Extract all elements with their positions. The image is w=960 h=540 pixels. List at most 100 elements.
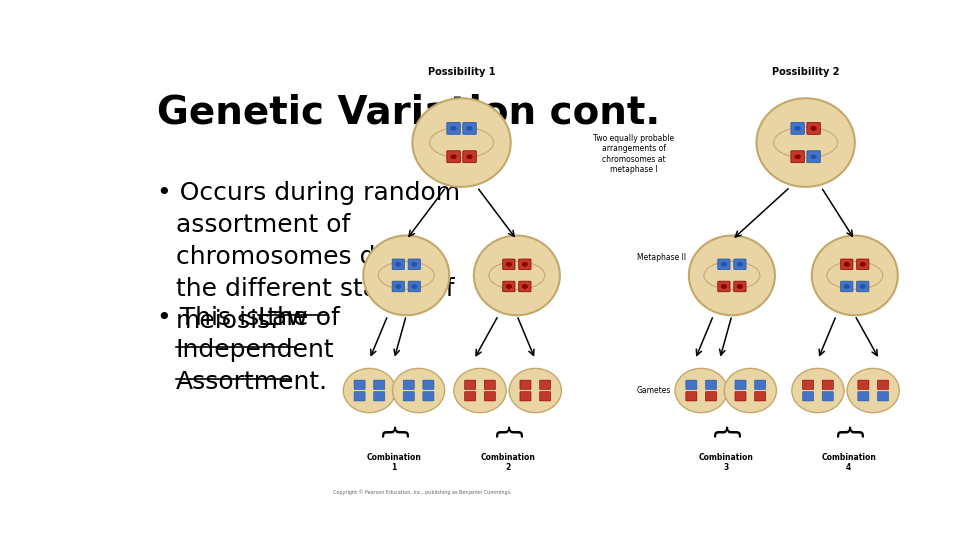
- Ellipse shape: [847, 368, 900, 413]
- FancyBboxPatch shape: [484, 380, 495, 389]
- FancyBboxPatch shape: [718, 259, 730, 269]
- FancyBboxPatch shape: [858, 392, 869, 401]
- FancyBboxPatch shape: [841, 281, 852, 292]
- Circle shape: [468, 155, 472, 158]
- Circle shape: [507, 262, 512, 266]
- FancyBboxPatch shape: [685, 380, 697, 389]
- FancyBboxPatch shape: [822, 392, 833, 401]
- Circle shape: [845, 262, 850, 266]
- FancyBboxPatch shape: [803, 380, 814, 389]
- Ellipse shape: [724, 368, 777, 413]
- Text: Combination
2: Combination 2: [480, 453, 535, 472]
- Text: Combination
4: Combination 4: [821, 453, 876, 472]
- Ellipse shape: [509, 368, 562, 413]
- FancyBboxPatch shape: [520, 380, 531, 389]
- FancyBboxPatch shape: [806, 151, 821, 163]
- FancyBboxPatch shape: [755, 392, 766, 401]
- Ellipse shape: [344, 368, 396, 413]
- FancyBboxPatch shape: [735, 392, 746, 401]
- FancyBboxPatch shape: [685, 392, 697, 401]
- Text: Two equally probable
arrangements of
chromosomes at
metaphase I: Two equally probable arrangements of chr…: [593, 134, 674, 174]
- Ellipse shape: [413, 98, 511, 187]
- FancyBboxPatch shape: [392, 281, 404, 292]
- Text: chromosomes during: chromosomes during: [176, 245, 441, 269]
- Ellipse shape: [675, 368, 728, 413]
- FancyBboxPatch shape: [856, 281, 869, 292]
- FancyBboxPatch shape: [465, 392, 476, 401]
- Text: • This is the: • This is the: [157, 306, 317, 330]
- FancyBboxPatch shape: [446, 151, 461, 163]
- FancyBboxPatch shape: [354, 392, 365, 401]
- FancyBboxPatch shape: [803, 392, 814, 401]
- Circle shape: [811, 127, 816, 130]
- Text: Genetic Variation cont.: Genetic Variation cont.: [157, 94, 660, 132]
- FancyBboxPatch shape: [373, 380, 385, 389]
- Text: }: }: [834, 419, 863, 437]
- FancyBboxPatch shape: [392, 259, 404, 269]
- FancyBboxPatch shape: [877, 380, 889, 389]
- FancyBboxPatch shape: [354, 380, 365, 389]
- FancyBboxPatch shape: [520, 392, 531, 401]
- Circle shape: [811, 155, 816, 158]
- FancyBboxPatch shape: [463, 151, 476, 163]
- FancyBboxPatch shape: [733, 281, 746, 292]
- Text: the different stages of: the different stages of: [176, 277, 454, 301]
- FancyBboxPatch shape: [841, 259, 852, 269]
- FancyBboxPatch shape: [733, 259, 746, 269]
- Text: Law of: Law of: [257, 306, 340, 330]
- Circle shape: [737, 262, 742, 266]
- Circle shape: [722, 262, 727, 266]
- FancyBboxPatch shape: [422, 392, 434, 401]
- Circle shape: [860, 262, 865, 266]
- FancyBboxPatch shape: [403, 392, 415, 401]
- Text: Combination
3: Combination 3: [698, 453, 754, 472]
- FancyBboxPatch shape: [735, 380, 746, 389]
- FancyBboxPatch shape: [463, 123, 476, 134]
- FancyBboxPatch shape: [858, 380, 869, 389]
- FancyBboxPatch shape: [373, 392, 385, 401]
- FancyBboxPatch shape: [518, 281, 531, 292]
- FancyBboxPatch shape: [718, 281, 730, 292]
- Circle shape: [795, 127, 800, 130]
- FancyBboxPatch shape: [446, 123, 461, 134]
- Circle shape: [522, 262, 527, 266]
- Ellipse shape: [689, 235, 775, 315]
- Circle shape: [468, 127, 472, 130]
- Text: }: }: [711, 419, 740, 437]
- Text: }: }: [380, 419, 408, 437]
- FancyBboxPatch shape: [755, 380, 766, 389]
- FancyBboxPatch shape: [503, 259, 515, 269]
- Circle shape: [507, 285, 512, 288]
- Ellipse shape: [792, 368, 844, 413]
- Circle shape: [722, 285, 727, 288]
- FancyBboxPatch shape: [518, 259, 531, 269]
- FancyBboxPatch shape: [465, 380, 476, 389]
- Circle shape: [845, 285, 850, 288]
- FancyBboxPatch shape: [503, 281, 515, 292]
- FancyBboxPatch shape: [791, 123, 804, 134]
- Circle shape: [396, 285, 400, 288]
- FancyBboxPatch shape: [791, 151, 804, 163]
- Ellipse shape: [812, 235, 898, 315]
- Text: • Occurs during random: • Occurs during random: [157, 181, 461, 205]
- FancyBboxPatch shape: [540, 380, 551, 389]
- Text: Copyright © Pearson Education, Inc., publishing as Benjamin Cummings.: Copyright © Pearson Education, Inc., pub…: [332, 489, 511, 495]
- Circle shape: [737, 285, 742, 288]
- Circle shape: [522, 285, 527, 288]
- Ellipse shape: [474, 235, 560, 315]
- FancyBboxPatch shape: [806, 123, 821, 134]
- FancyBboxPatch shape: [706, 380, 716, 389]
- Circle shape: [412, 285, 417, 288]
- FancyBboxPatch shape: [408, 259, 420, 269]
- FancyBboxPatch shape: [403, 380, 415, 389]
- Ellipse shape: [393, 368, 444, 413]
- Circle shape: [451, 155, 456, 158]
- FancyBboxPatch shape: [422, 380, 434, 389]
- Circle shape: [451, 127, 456, 130]
- FancyBboxPatch shape: [856, 259, 869, 269]
- Text: Combination
1: Combination 1: [367, 453, 421, 472]
- Text: meiosis.: meiosis.: [176, 309, 279, 333]
- FancyBboxPatch shape: [408, 281, 420, 292]
- Text: Metaphase II: Metaphase II: [636, 253, 685, 262]
- Circle shape: [860, 285, 865, 288]
